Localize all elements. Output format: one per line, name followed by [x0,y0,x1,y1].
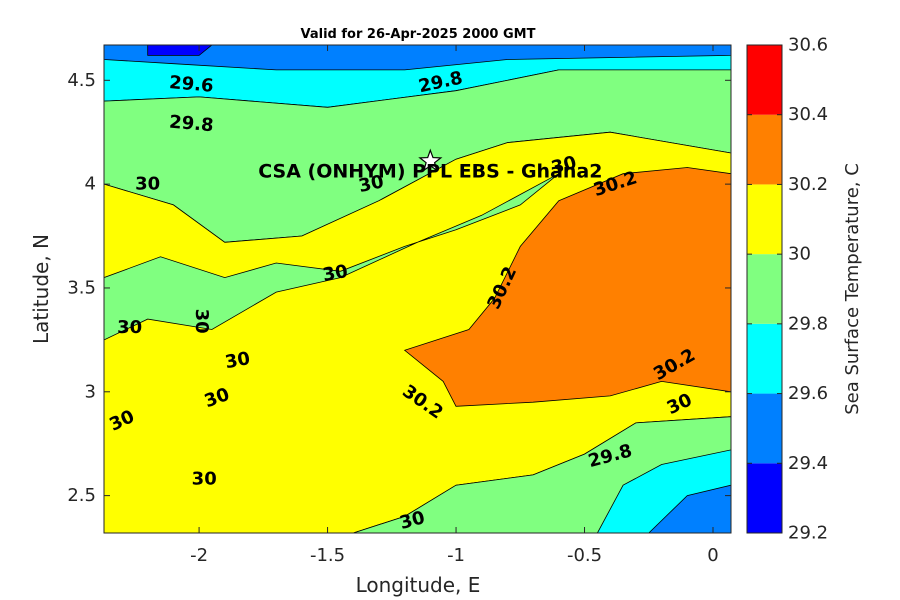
contour-region-1 [104,45,731,71]
site-label: CSA (ONHYM) PPL EBS - Ghana2 [258,160,602,182]
x-tick-label: -1 [447,545,465,566]
contour-label-3: 30 [135,174,160,195]
y-tick-label: 4 [85,174,96,195]
colorbar-tick-label: 30 [788,244,811,265]
contour-label-11: 30 [223,348,251,373]
colorbar-band-1 [747,393,782,464]
colorbar: 29.2 29.4 29.6 29.8 30 30.2 30.4 30.6 [746,35,828,544]
colorbar-tick-label: 29.6 [788,383,828,404]
contour-label-18: 30 [398,507,428,534]
y-tick-label: 3.5 [67,277,96,298]
contour-label-2: 29.8 [168,112,214,137]
contour-region-9 [403,167,731,407]
colorbar-tick-label: 29.2 [788,523,828,544]
contour-region-5 [104,173,560,341]
colorbar-tick-label: 29.4 [788,453,828,474]
contour-label-4: 30 [357,171,386,197]
y-axis: 2.5 3 3.5 4 4.5 [67,70,731,506]
colorbar-band-0 [747,463,782,533]
y-tick-label: 4.5 [67,70,96,91]
y-axis-title: Latitude, N [29,234,53,344]
contour-label-9: 30 [117,317,142,338]
colorbar-tick-label: 29.8 [788,313,828,334]
contour-label-0: 29.6 [168,72,214,97]
x-tick-label: -2 [190,545,208,566]
contour-label-10: 30 [191,309,212,334]
plot-frame [103,44,732,534]
site-marker: CSA (ONHYM) PPL EBS - Ghana2 [258,148,602,182]
colorbar-band-3 [747,254,782,324]
x-tick-label: -1.5 [310,545,345,566]
contour-regions [104,45,731,533]
colorbar-band-4 [747,184,782,255]
colorbar-band-2 [747,323,782,394]
contour-region-8 [648,484,731,533]
x-axis-title: Longitude, E [356,573,481,597]
colorbar-title: Sea Surface Temperature, C [842,163,863,415]
colorbar-tick-label: 30.4 [788,104,828,125]
chart-title: Valid for 26-Apr-2025 2000 GMT [301,27,536,42]
y-tick-label: 2.5 [67,485,96,506]
x-tick-label: -0.5 [567,545,602,566]
colorbar-tick-label: 30.6 [788,35,828,56]
x-axis: -2 -1.5 -1 -0.5 0 [190,45,719,566]
colorbar-tick-label: 30.2 [788,174,828,195]
x-tick-label: 0 [707,545,718,566]
contour-label-17: 30 [192,469,217,490]
colorbar-band-6 [747,45,782,115]
contour-label-7: 30 [321,261,349,286]
colorbar-band-5 [747,114,782,185]
contour-region-2 [147,45,213,56]
colorbar-frame [746,44,783,534]
star-icon [418,148,443,172]
y-tick-label: 3 [85,381,96,402]
